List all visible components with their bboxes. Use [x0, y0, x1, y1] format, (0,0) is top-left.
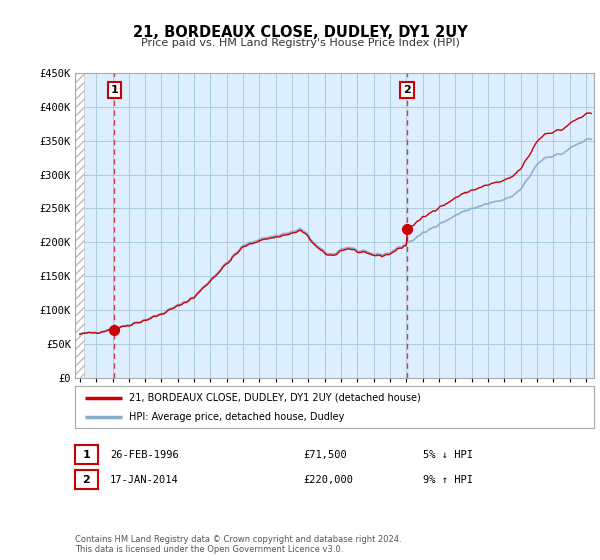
Text: 9% ↑ HPI: 9% ↑ HPI	[423, 475, 473, 485]
Text: 17-JAN-2014: 17-JAN-2014	[110, 475, 179, 485]
Text: 26-FEB-1996: 26-FEB-1996	[110, 450, 179, 460]
Text: 5% ↓ HPI: 5% ↓ HPI	[423, 450, 473, 460]
Text: 2: 2	[403, 85, 411, 95]
Text: 1: 1	[83, 450, 90, 460]
Text: £71,500: £71,500	[303, 450, 347, 460]
Text: Price paid vs. HM Land Registry's House Price Index (HPI): Price paid vs. HM Land Registry's House …	[140, 38, 460, 48]
Text: HPI: Average price, detached house, Dudley: HPI: Average price, detached house, Dudl…	[130, 412, 345, 422]
Text: Contains HM Land Registry data © Crown copyright and database right 2024.
This d: Contains HM Land Registry data © Crown c…	[75, 535, 401, 554]
Text: 1: 1	[110, 85, 118, 95]
Text: 2: 2	[83, 475, 90, 485]
Text: £220,000: £220,000	[303, 475, 353, 485]
Text: 21, BORDEAUX CLOSE, DUDLEY, DY1 2UY: 21, BORDEAUX CLOSE, DUDLEY, DY1 2UY	[133, 25, 467, 40]
Text: 21, BORDEAUX CLOSE, DUDLEY, DY1 2UY (detached house): 21, BORDEAUX CLOSE, DUDLEY, DY1 2UY (det…	[130, 393, 421, 403]
